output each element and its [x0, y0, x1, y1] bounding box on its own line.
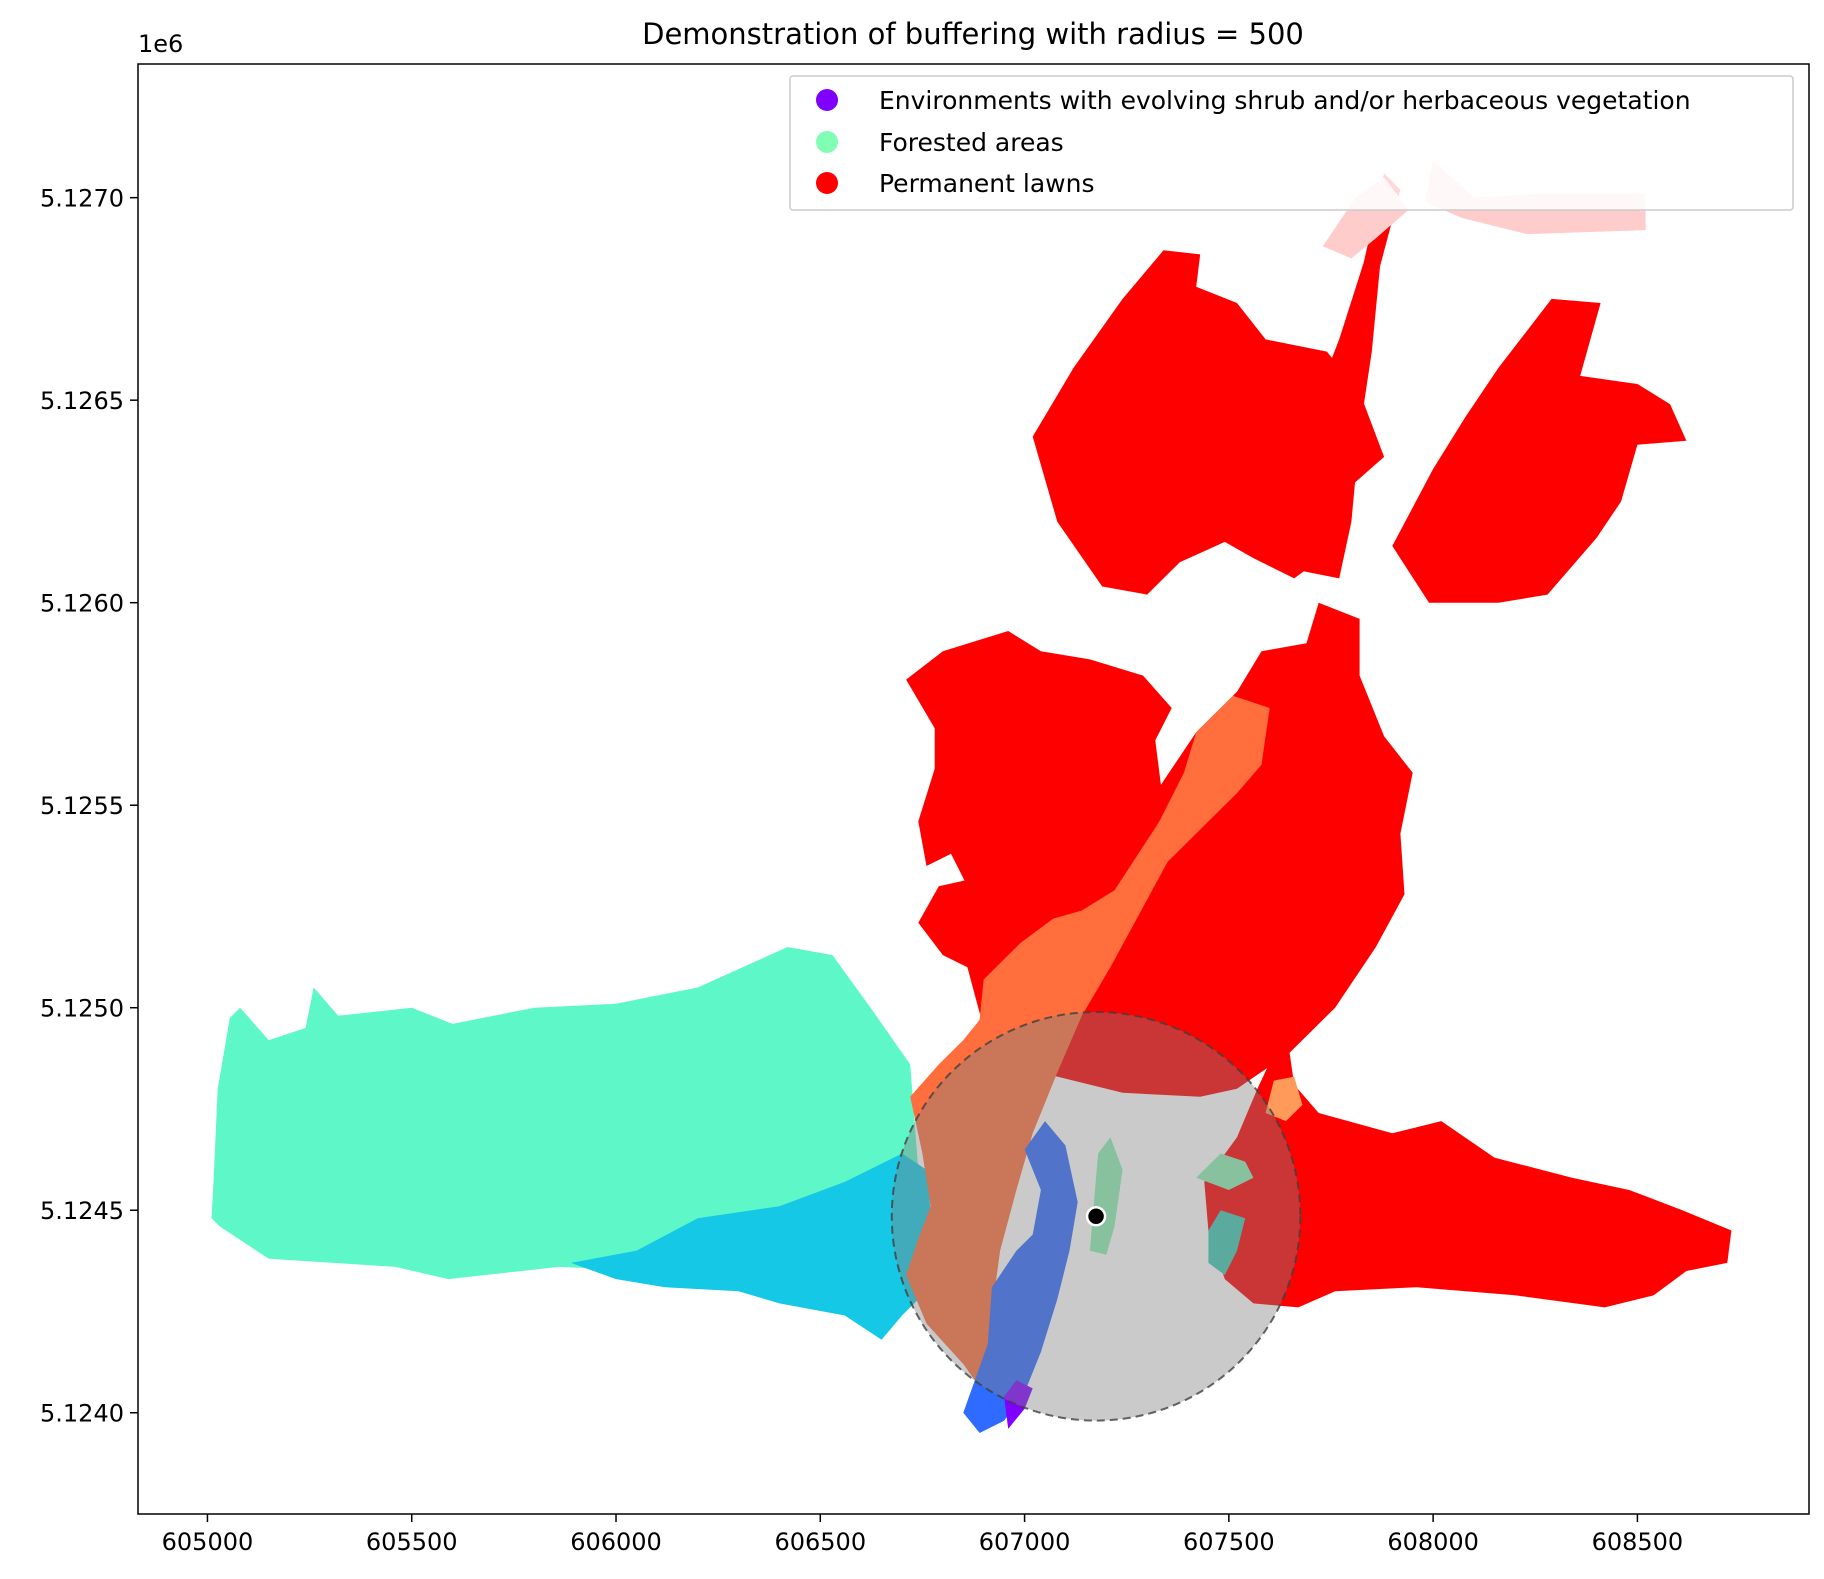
buffer-group — [890, 1011, 1302, 1422]
map-polygon-shrub-purple — [1004, 1380, 1033, 1429]
legend-marker-lawn — [816, 172, 838, 194]
x-tick-label: 607500 — [1183, 1528, 1275, 1556]
legend-marker-forest — [816, 131, 838, 153]
x-tick-label: 608500 — [1592, 1528, 1684, 1556]
map-polygon-blue-south-channel — [963, 1121, 1078, 1433]
buffer-center-point — [1085, 1206, 1107, 1227]
legend-box — [789, 75, 1794, 211]
map-layers — [211, 161, 1732, 1433]
y-tick-label: 5.1255 — [40, 792, 124, 820]
x-axis: 605000 605500 606000 606500 607000 607500 6080… — [162, 1514, 1684, 1556]
map-polygon-forest-blue-south — [571, 1153, 935, 1340]
x-tick-label: 607000 — [979, 1528, 1071, 1556]
map-polygon-forest-west — [211, 947, 919, 1280]
y-tick-label: 5.1260 — [40, 590, 124, 618]
legend-marker-shrub — [816, 89, 838, 111]
legend: Environments with evolving shrub and/or … — [789, 75, 1794, 211]
legend-label-shrub: Environments with evolving shrub and/or … — [879, 86, 1691, 115]
chart-title: Demonstration of buffering with radius =… — [642, 17, 1304, 51]
map-polygon-lawn-east — [1204, 1028, 1732, 1308]
map-polygon-orange-patch-east — [1265, 1076, 1303, 1122]
plot-frame — [137, 63, 1810, 1515]
x-tick-label: 606500 — [774, 1528, 866, 1556]
x-tick-label: 608000 — [1387, 1528, 1479, 1556]
map-polygon-lawn-upper-strip — [1298, 173, 1401, 579]
y-axis: 5.1240 5.1245 5.1250 5.1255 5.1260 5.1265 5.12… — [40, 185, 138, 1428]
x-tick-label: 605000 — [162, 1528, 254, 1556]
legend-label-forest: Forested areas — [879, 128, 1064, 157]
map-polygon-lawn-northwest — [1032, 250, 1385, 595]
map-polygon-green-patch-east — [1196, 1153, 1254, 1190]
legend-label-lawn: Permanent lawns — [879, 169, 1094, 198]
y-tick-label: 5.1245 — [40, 1197, 124, 1225]
x-tick-label: 606000 — [570, 1528, 662, 1556]
y-tick-label: 5.1270 — [40, 185, 124, 213]
x-tick-label: 605500 — [366, 1528, 458, 1556]
map-polygon-teal-patch-east — [1208, 1210, 1246, 1275]
y-tick-label: 5.1240 — [40, 1400, 124, 1428]
map-polygon-orange-strip — [906, 695, 1270, 1393]
y-offset-label: 1e6 — [138, 30, 183, 58]
y-tick-label: 5.1265 — [40, 387, 124, 415]
y-tick-label: 5.1250 — [40, 995, 124, 1023]
map-polygon-lawn-northeast — [1392, 298, 1687, 603]
